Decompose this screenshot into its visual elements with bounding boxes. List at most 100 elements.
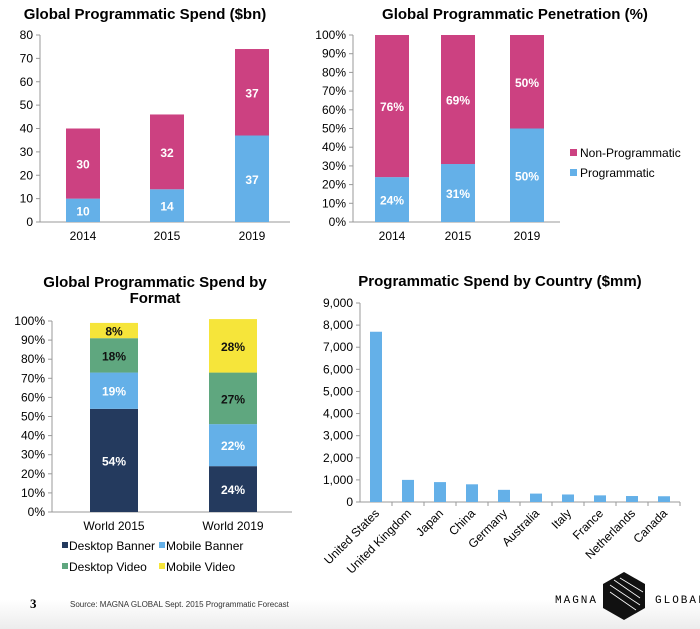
chart1-bar-non-programmatic (150, 114, 184, 190)
chart1-x-tick-label: 2015 (154, 229, 181, 243)
chart2-bar-non-programmatic (441, 35, 475, 165)
chart1-y-tick-label: 0 (26, 215, 33, 229)
chart4-bar (562, 494, 574, 502)
chart4-y-tick-label: 9,000 (323, 296, 353, 310)
chart3-data-label: 54% (102, 454, 126, 468)
chart4-bar (466, 484, 478, 502)
chart2-y-tick-label: 60% (322, 103, 346, 117)
chart1-data-label: 37 (245, 86, 259, 100)
chart1-data-label: 30 (76, 158, 90, 172)
chart3-bar-desktop-banner (209, 466, 257, 512)
chart1-y-tick-label: 50 (20, 98, 34, 112)
chart3-y-tick-label: 90% (21, 333, 45, 347)
chart4-title: Programmatic Spend by Country ($mm) (358, 273, 641, 290)
chart3-y-tick-label: 20% (21, 467, 45, 481)
chart3-y-tick-label: 80% (21, 352, 45, 366)
magna-logo-mark (603, 572, 645, 620)
legend-swatch-non-programmatic (570, 149, 577, 156)
chart2-y-tick-label: 50% (322, 122, 346, 136)
chart1-x-tick-label: 2019 (239, 229, 266, 243)
legend-swatch-programmatic (570, 169, 577, 176)
chart2-x-tick-label: 2019 (514, 229, 541, 243)
chart3-y-tick-label: 50% (21, 410, 45, 424)
chart2-y-tick-label: 90% (322, 47, 346, 61)
chart3-y-tick-label: 0% (28, 505, 46, 519)
chart2-data-label: 69% (446, 94, 470, 108)
chart2-y-tick-label: 30% (322, 159, 346, 173)
chart4-x-tick-label: Japan (413, 506, 446, 539)
chart3-title: Format (130, 290, 181, 307)
chart3-data-label: 24% (221, 483, 245, 497)
legend-swatch-mobile-video (159, 563, 165, 569)
chart4-x-tick-label: Canada (630, 506, 670, 546)
logo-magna: MAGNA (555, 595, 598, 607)
chart1-data-label: 10 (76, 204, 90, 218)
legend-label-mobile-video: Mobile Video (166, 560, 235, 574)
chart1-data-label: 32 (160, 146, 174, 160)
chart2-y-tick-label: 100% (315, 28, 346, 42)
chart4-bar (498, 489, 510, 502)
chart4-bar (626, 496, 638, 502)
chart4-y-tick-label: 7,000 (323, 340, 353, 354)
chart1-title: Global Programmatic Spend ($bn) (24, 6, 267, 23)
chart4-y-tick-label: 1,000 (323, 473, 353, 487)
footer-background (0, 600, 700, 629)
chart2-bar-programmatic (510, 128, 544, 222)
legend-swatch-desktop-video (62, 563, 68, 569)
legend-label-mobile-banner: Mobile Banner (166, 539, 243, 553)
chart3-y-tick-label: 70% (21, 371, 45, 385)
chart4-y-tick-label: 5,000 (323, 384, 353, 398)
legend-swatch-desktop-banner (62, 542, 68, 548)
chart4-bar (402, 479, 414, 502)
chart4-y-tick-label: 8,000 (323, 318, 353, 332)
chart3-data-label: 8% (105, 325, 123, 339)
page-number: 3 (30, 596, 37, 611)
chart3-bar-desktop-video (90, 338, 138, 373)
chart3-bar-mobile-video (209, 319, 257, 373)
chart3-data-label: 18% (102, 349, 126, 363)
chart4-y-tick-label: 2,000 (323, 451, 353, 465)
chart3-y-tick-label: 60% (21, 390, 45, 404)
legend-label-non-programmatic: Non-Programmatic (580, 146, 681, 160)
chart1-x-tick-label: 2014 (70, 229, 97, 243)
legend-swatch-mobile-banner (159, 542, 165, 548)
chart2-data-label: 50% (515, 76, 539, 90)
chart2-bar-non-programmatic (375, 35, 409, 178)
chart3-x-tick-label: World 2019 (202, 519, 263, 533)
chart2-x-tick-label: 2015 (445, 229, 472, 243)
chart3-y-tick-label: 100% (14, 314, 45, 328)
chart3-data-label: 28% (221, 340, 245, 354)
chart2-bar-programmatic (375, 177, 409, 222)
chart3-x-tick-label: World 2015 (83, 519, 144, 533)
chart3-y-tick-label: 40% (21, 429, 45, 443)
chart4-bar (370, 331, 382, 502)
chart2-data-label: 31% (446, 187, 470, 201)
chart1-y-tick-label: 40 (20, 122, 34, 136)
legend-label-desktop-video: Desktop Video (69, 560, 147, 574)
chart2-bar-non-programmatic (510, 35, 544, 129)
chart3-data-label: 22% (221, 439, 245, 453)
chart1-bar-non-programmatic (235, 49, 269, 136)
chart4-bar (594, 495, 606, 502)
chart3-title: Global Programmatic Spend by (43, 274, 267, 291)
chart4-y-tick-label: 3,000 (323, 429, 353, 443)
legend-label-programmatic: Programmatic (580, 166, 655, 180)
chart3-y-tick-label: 10% (21, 486, 45, 500)
chart3-bar-mobile-banner (90, 372, 138, 409)
chart3-bar-desktop-video (209, 372, 257, 425)
chart1-bar-non-programmatic (66, 128, 100, 199)
chart1-y-tick-label: 10 (20, 192, 34, 206)
chart1-bar-programmatic (66, 198, 100, 222)
legend-label-desktop-banner: Desktop Banner (69, 539, 155, 553)
chart2-y-tick-label: 20% (322, 178, 346, 192)
logo-global: GLOBAL (655, 595, 700, 607)
chart2-y-tick-label: 0% (329, 215, 347, 229)
chart2-y-tick-label: 70% (322, 84, 346, 98)
chart4-y-tick-label: 0 (346, 495, 353, 509)
chart1-y-tick-label: 60 (20, 75, 34, 89)
chart1-data-label: 37 (245, 173, 259, 187)
chart2-y-tick-label: 40% (322, 140, 346, 154)
chart2-bar-programmatic (441, 164, 475, 222)
chart1-y-tick-label: 30 (20, 145, 34, 159)
